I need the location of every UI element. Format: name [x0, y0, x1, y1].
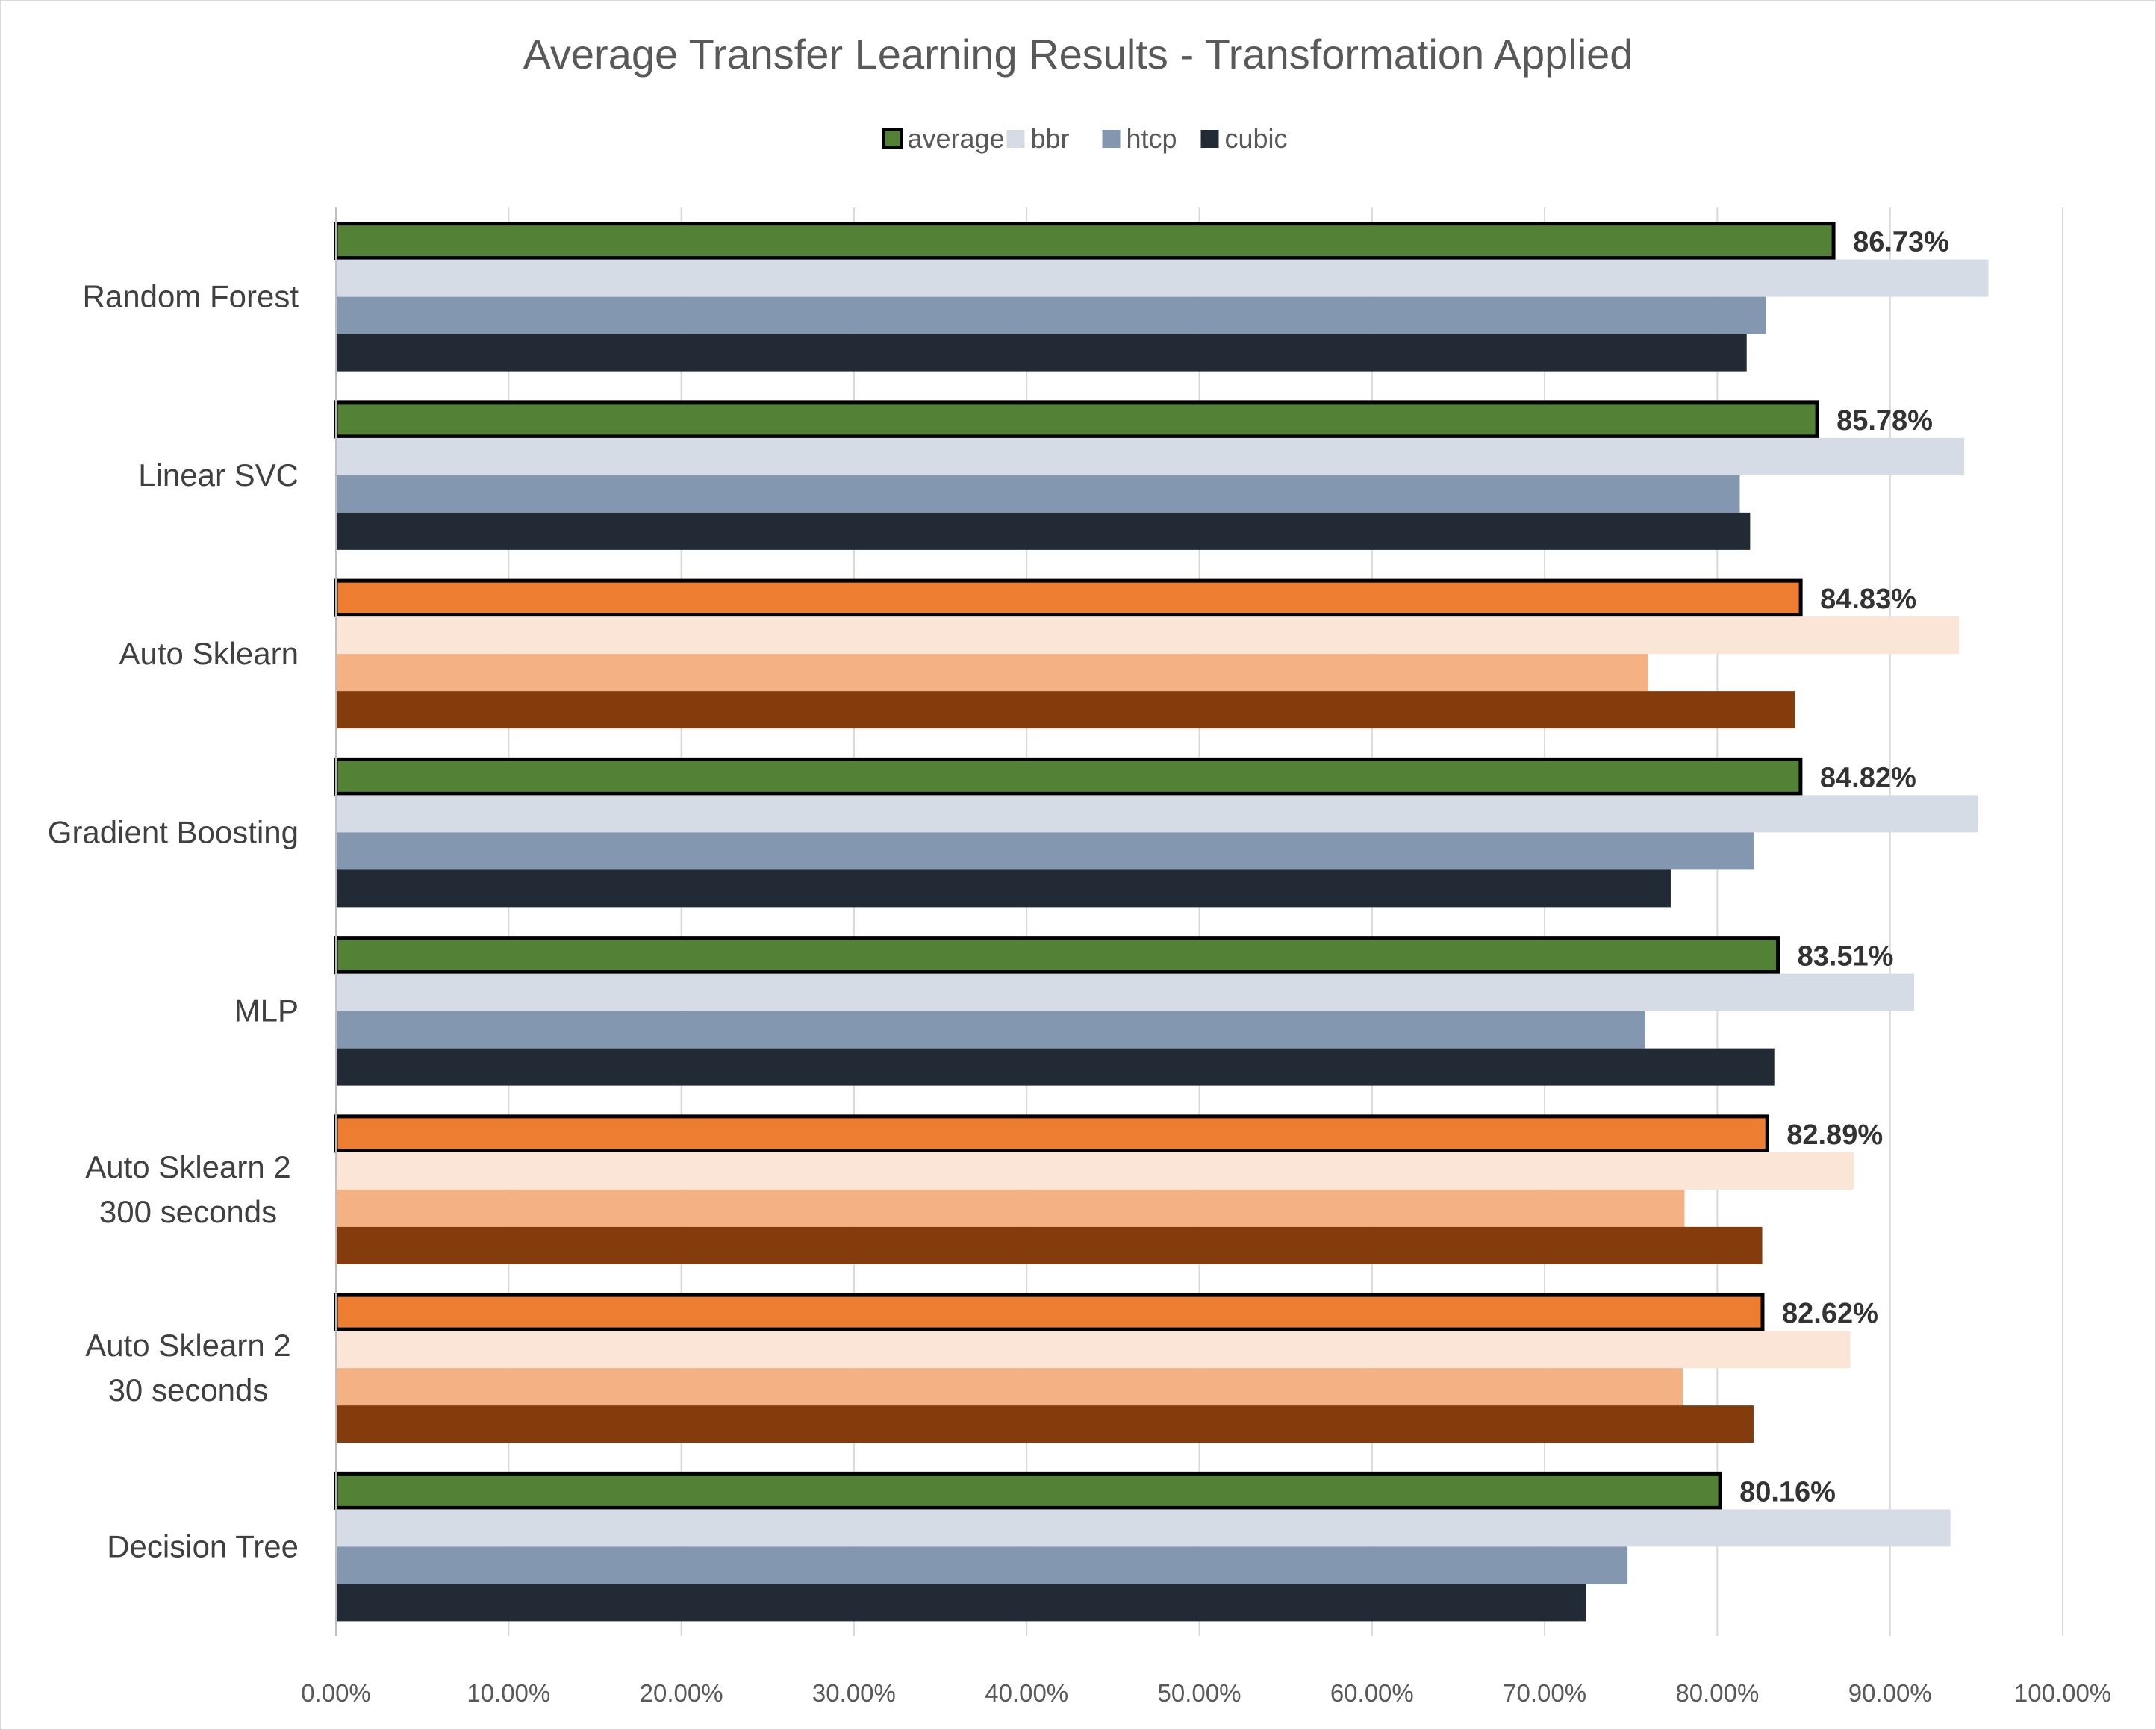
- bar-htcp-random-forest: [336, 296, 1766, 334]
- data-label-linear-svc: 85.78%: [1836, 405, 1933, 437]
- bar-bbr-auto-sklearn-2-300-seconds: [336, 1152, 1854, 1190]
- bar-cubic-auto-sklearn-2-30-seconds: [336, 1405, 1754, 1443]
- category-label-gradient-boosting: Gradient Boosting: [48, 814, 299, 849]
- legend-swatch-htcp: [1102, 130, 1121, 148]
- x-tick-label: 60.00%: [1330, 1679, 1414, 1707]
- bar-cubic-decision-tree: [336, 1584, 1586, 1622]
- bar-average-decision-tree: [334, 1471, 1722, 1510]
- x-tick-label: 30.00%: [812, 1679, 896, 1707]
- bar-cubic-linear-svc: [336, 512, 1751, 550]
- bar-cubic-gradient-boosting: [336, 869, 1671, 908]
- bar-bbr-auto-sklearn-2-30-seconds: [336, 1331, 1851, 1369]
- bar-cubic-auto-sklearn-2-300-seconds: [336, 1226, 1763, 1264]
- x-tick-label: 90.00%: [1848, 1679, 1932, 1707]
- bar-bbr-decision-tree: [336, 1509, 1951, 1547]
- category-label-decision-tree: Decision Tree: [107, 1528, 299, 1564]
- bar-average-random-forest: [334, 222, 1836, 260]
- bar-average-linear-svc: [334, 400, 1819, 439]
- bar-htcp-decision-tree: [336, 1546, 1628, 1584]
- bar-cubic-auto-sklearn: [336, 691, 1795, 729]
- data-label-decision-tree: 80.16%: [1739, 1476, 1836, 1508]
- category-label-random-forest: Random Forest: [83, 279, 299, 314]
- legend-swatch-average: [882, 128, 903, 149]
- legend-label-bbr: bbr: [1031, 123, 1070, 154]
- data-label-gradient-boosting: 84.82%: [1820, 762, 1916, 793]
- bar-bbr-linear-svc: [336, 437, 1965, 475]
- bar-htcp-auto-sklearn-2-300-seconds: [336, 1189, 1685, 1227]
- bar-average-gradient-boosting: [334, 757, 1803, 796]
- x-tick-label: 70.00%: [1503, 1679, 1586, 1707]
- data-label-auto-sklearn-2-30-seconds: 82.62%: [1782, 1298, 1878, 1329]
- category-label-auto-sklearn-2-300-seconds: Auto Sklearn 2 300 seconds: [85, 1149, 291, 1229]
- category-labels: Random Forest Linear SVC Auto Sklearn Gradi…: [48, 279, 299, 1564]
- category-label-auto-sklearn-2-30-seconds: Auto Sklearn 2 30 seconds: [85, 1328, 291, 1408]
- category-label-linear-svc: Linear SVC: [138, 458, 299, 493]
- data-label-mlp: 83.51%: [1798, 941, 1894, 972]
- data-label-auto-sklearn-2-300-seconds: 82.89%: [1786, 1119, 1883, 1151]
- category-label-auto-sklearn: Auto Sklearn: [119, 636, 299, 671]
- x-tick-label: 0.00%: [301, 1679, 371, 1707]
- x-axis-tick-labels: 0.00% 10.00% 20.00% 30.00% 40.00% 50.00% 60.00…: [301, 1679, 2111, 1707]
- bar-average-mlp: [334, 936, 1780, 975]
- category-label-mlp: MLP: [234, 993, 299, 1028]
- bar-htcp-gradient-boosting: [336, 832, 1754, 870]
- chart-title: Average Transfer Learning Results - Tran…: [523, 31, 1633, 78]
- bar-average-auto-sklearn-2-30-seconds: [334, 1293, 1765, 1331]
- bar-cubic-random-forest: [336, 334, 1747, 372]
- x-tick-label: 100.00%: [2014, 1679, 2111, 1707]
- bar-bbr-mlp: [336, 973, 1915, 1011]
- legend-label-htcp: htcp: [1127, 123, 1177, 154]
- data-label-random-forest: 86.73%: [1853, 227, 1949, 258]
- bar-average-auto-sklearn: [334, 578, 1803, 617]
- bar-bbr-gradient-boosting: [336, 795, 1978, 833]
- legend-swatch-cubic: [1200, 130, 1219, 148]
- x-tick-label: 20.00%: [640, 1679, 723, 1707]
- bar-htcp-auto-sklearn-2-30-seconds: [336, 1368, 1683, 1406]
- bar-htcp-auto-sklearn: [336, 654, 1648, 692]
- x-tick-label: 10.00%: [467, 1679, 550, 1707]
- legend-swatch-bbr: [1006, 130, 1025, 148]
- bar-average-auto-sklearn-2-300-seconds: [334, 1114, 1769, 1153]
- x-tick-label: 80.00%: [1675, 1679, 1759, 1707]
- x-tick-label: 40.00%: [985, 1679, 1068, 1707]
- legend-label-cubic: cubic: [1225, 123, 1288, 154]
- bar-bbr-auto-sklearn: [336, 616, 1960, 655]
- bar-htcp-linear-svc: [336, 475, 1740, 513]
- legend: average bbr htcp cubic: [882, 123, 1288, 154]
- data-labels: 86.73% 85.78% 84.83% 84.82% 83.51% 82.89% 82.6…: [1739, 227, 1949, 1508]
- bar-cubic-mlp: [336, 1048, 1775, 1086]
- bar-bbr-random-forest: [336, 259, 1989, 297]
- bar-htcp-mlp: [336, 1011, 1645, 1049]
- x-tick-label: 50.00%: [1158, 1679, 1241, 1707]
- data-label-auto-sklearn: 84.83%: [1820, 584, 1916, 615]
- bars: [334, 222, 1989, 1622]
- legend-label-average: average: [908, 123, 1005, 154]
